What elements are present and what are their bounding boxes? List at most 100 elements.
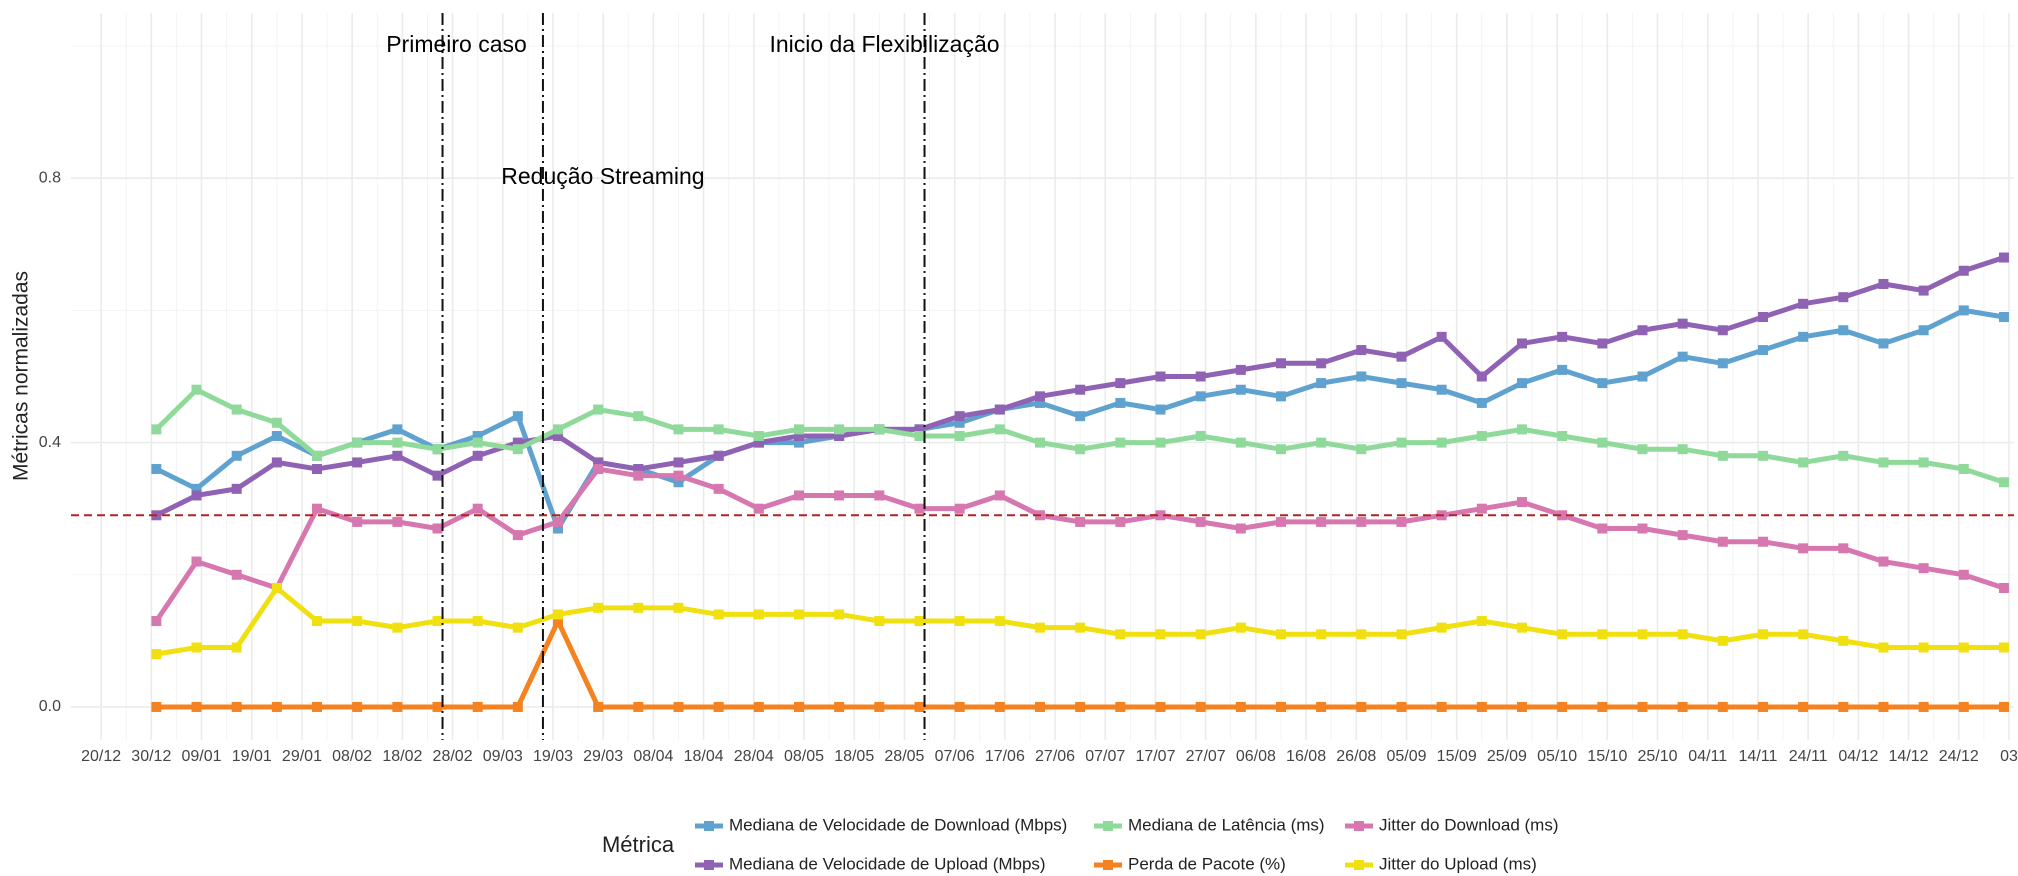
point xyxy=(1637,371,1648,382)
point xyxy=(1356,629,1367,640)
point xyxy=(352,616,363,627)
point xyxy=(1597,378,1608,389)
point xyxy=(1195,629,1206,640)
point xyxy=(553,516,564,527)
point xyxy=(271,417,282,428)
point xyxy=(713,609,724,620)
point xyxy=(994,424,1005,435)
point xyxy=(874,616,885,627)
point xyxy=(1436,622,1447,633)
point xyxy=(1918,642,1929,653)
point xyxy=(633,464,644,475)
x-tick-label: 06/08 xyxy=(1236,748,1276,765)
point xyxy=(1275,629,1286,640)
point xyxy=(1396,437,1407,448)
point xyxy=(954,701,965,712)
point xyxy=(1115,701,1126,712)
x-tick-label: 07/07 xyxy=(1085,748,1125,765)
point xyxy=(834,701,845,712)
point xyxy=(1677,530,1688,541)
point xyxy=(1958,265,1969,276)
point xyxy=(874,424,885,435)
point xyxy=(392,450,403,461)
x-tick-label: 28/04 xyxy=(734,748,774,765)
point xyxy=(1798,331,1809,342)
point xyxy=(512,444,523,455)
point xyxy=(1316,378,1327,389)
point xyxy=(432,616,443,627)
point xyxy=(1798,629,1809,640)
point xyxy=(673,602,684,613)
point xyxy=(1516,378,1527,389)
point xyxy=(1637,444,1648,455)
point xyxy=(1115,516,1126,527)
legend-key-marker xyxy=(1103,821,1113,831)
point xyxy=(593,404,604,415)
point xyxy=(1878,642,1889,653)
point xyxy=(392,424,403,435)
point xyxy=(1476,430,1487,441)
annotation: Redução Streaming xyxy=(501,163,704,189)
point xyxy=(432,444,443,455)
point xyxy=(673,470,684,481)
point xyxy=(1316,516,1327,527)
point xyxy=(553,523,564,534)
point xyxy=(994,404,1005,415)
point xyxy=(954,503,965,514)
point xyxy=(151,649,162,660)
point xyxy=(1275,701,1286,712)
point xyxy=(1396,378,1407,389)
point xyxy=(1637,701,1648,712)
point xyxy=(392,622,403,633)
point xyxy=(994,616,1005,627)
point xyxy=(673,477,684,488)
x-tick-label: 16/08 xyxy=(1286,748,1326,765)
point xyxy=(1717,635,1728,646)
point xyxy=(1677,629,1688,640)
point xyxy=(994,490,1005,501)
point xyxy=(1356,345,1367,356)
point xyxy=(512,701,523,712)
point xyxy=(673,457,684,468)
point xyxy=(1557,701,1568,712)
point xyxy=(1356,371,1367,382)
point xyxy=(512,530,523,541)
point xyxy=(793,701,804,712)
point xyxy=(834,424,845,435)
point xyxy=(1436,437,1447,448)
point xyxy=(512,622,523,633)
x-tick-label: 09/03 xyxy=(483,748,523,765)
point xyxy=(312,616,323,627)
point xyxy=(1838,543,1849,554)
legend-label: Jitter do Upload (ms) xyxy=(1379,854,1537,873)
point xyxy=(432,523,443,534)
point xyxy=(593,602,604,613)
point xyxy=(793,490,804,501)
point xyxy=(472,616,483,627)
point xyxy=(312,464,323,475)
point xyxy=(1798,298,1809,309)
point xyxy=(1717,450,1728,461)
point xyxy=(1516,622,1527,633)
point xyxy=(1476,371,1487,382)
point xyxy=(1878,701,1889,712)
point xyxy=(1034,397,1045,408)
point xyxy=(392,437,403,448)
x-tick-label: 30/12 xyxy=(131,748,171,765)
point xyxy=(472,450,483,461)
x-tick-label: 18/02 xyxy=(382,748,422,765)
point xyxy=(1195,516,1206,527)
point xyxy=(472,701,483,712)
point xyxy=(191,556,202,567)
x-tick-label: 05/09 xyxy=(1386,748,1426,765)
point xyxy=(231,701,242,712)
point xyxy=(553,424,564,435)
point xyxy=(1275,358,1286,369)
point xyxy=(793,609,804,620)
point xyxy=(1557,430,1568,441)
point xyxy=(1356,516,1367,527)
point xyxy=(1235,437,1246,448)
point xyxy=(1155,629,1166,640)
point xyxy=(1717,701,1728,712)
